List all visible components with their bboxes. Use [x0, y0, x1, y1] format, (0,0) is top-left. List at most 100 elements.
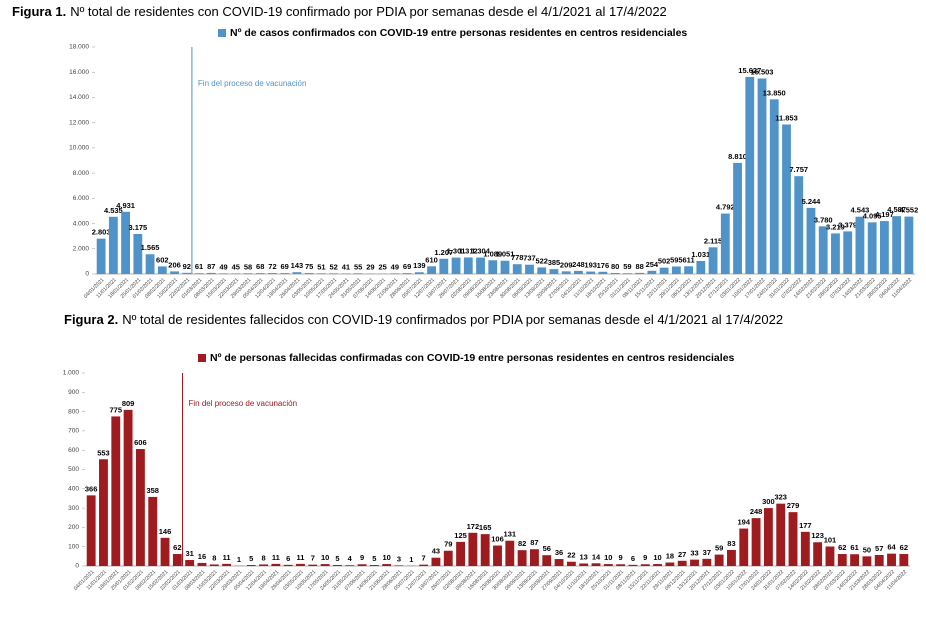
bar [255, 273, 265, 274]
bar [304, 273, 314, 274]
bar [194, 273, 204, 274]
data-label: 16 [198, 552, 206, 561]
bar [182, 272, 192, 274]
data-label: 131 [504, 530, 517, 539]
data-label: 5.244 [802, 197, 822, 206]
bar [505, 540, 515, 566]
bar [696, 260, 706, 274]
bar [382, 564, 392, 566]
bar [751, 518, 761, 566]
legend-label: Nº de personas fallecidas confirmadas co… [210, 352, 735, 364]
bar [622, 273, 632, 274]
data-label: 248 [572, 260, 585, 269]
bar [537, 267, 547, 274]
data-label: 9 [360, 553, 364, 562]
data-label: 6 [286, 554, 290, 563]
bar [887, 553, 896, 566]
bar [708, 247, 718, 274]
figure-caption: Figura 2. Nº total de residentes fallecid… [64, 312, 783, 327]
data-label: 146 [159, 527, 172, 536]
data-label: 11.853 [775, 114, 798, 123]
data-label: 68 [256, 262, 264, 271]
y-tick-label: 0 [75, 563, 79, 570]
bar [904, 216, 914, 274]
bar [782, 124, 791, 274]
bar [671, 266, 681, 274]
bar [616, 564, 626, 566]
data-label: 172 [467, 522, 480, 531]
bar [439, 258, 449, 274]
data-label: 385 [548, 258, 561, 267]
data-label: 27 [678, 550, 686, 559]
data-label: 1.565 [141, 243, 160, 252]
data-label: 62 [838, 543, 846, 552]
data-label: 206 [168, 260, 181, 269]
bar [206, 272, 216, 274]
bar [684, 266, 693, 274]
bar [341, 273, 351, 274]
figure-title: Nº total de residentes con COVID-19 conf… [70, 4, 667, 19]
bar [879, 221, 889, 274]
data-label: 165 [479, 523, 492, 532]
data-label: 80 [611, 262, 619, 271]
bar [530, 549, 539, 566]
bar [259, 564, 268, 566]
data-label: 123 [811, 531, 824, 540]
y-tick-label: 700 [68, 428, 79, 435]
bar [635, 272, 645, 274]
data-label: 50 [863, 545, 871, 554]
data-label: 69 [281, 262, 289, 271]
bar [831, 233, 840, 274]
bar [157, 266, 167, 274]
y-tick-label: 16.000 [69, 69, 89, 76]
data-label: 43 [432, 547, 440, 556]
data-label: 9 [643, 553, 647, 562]
data-label: 11 [297, 553, 305, 562]
bar [123, 409, 133, 566]
data-label: 13.850 [763, 88, 786, 97]
bar [727, 549, 736, 566]
data-label: 4.197 [875, 210, 894, 219]
bar [345, 565, 355, 566]
figure-caption: Figura 1. Nº total de residentes con COVI… [12, 4, 667, 19]
bar [209, 564, 219, 566]
data-label: 72 [268, 262, 276, 271]
data-label: 37 [703, 548, 711, 557]
data-label: 29 [366, 263, 374, 272]
bar [468, 532, 478, 566]
bar [246, 565, 256, 566]
data-label: 15.627 [738, 66, 761, 75]
data-label: 4.095 [863, 211, 882, 220]
data-label: 6 [631, 554, 635, 563]
bar [542, 555, 552, 566]
data-label: 11 [223, 553, 231, 562]
bar [463, 257, 473, 274]
y-tick-label: 8.000 [73, 170, 90, 177]
data-label: 611 [683, 255, 695, 264]
bar [628, 564, 638, 566]
data-label: 1.051 [496, 250, 515, 259]
data-label: 2.803 [92, 228, 111, 237]
data-label: 3 [397, 554, 401, 563]
data-label: 22 [567, 551, 575, 560]
y-tick-label: 100 [68, 543, 79, 550]
bar [456, 541, 465, 566]
data-label: 248 [750, 507, 763, 516]
y-tick-label: 500 [68, 466, 79, 473]
data-label: 9 [619, 553, 623, 562]
data-label: 2.115 [704, 236, 722, 245]
bar [702, 558, 712, 566]
bar [243, 273, 253, 274]
bar [554, 559, 564, 566]
bar [818, 226, 828, 274]
data-label: 4.792 [716, 203, 735, 212]
data-label: 279 [787, 501, 800, 510]
y-tick-label: 300 [68, 505, 79, 512]
data-label: 366 [85, 484, 98, 493]
data-label: 358 [146, 486, 159, 495]
data-label: 4.552 [899, 206, 918, 215]
bar [329, 273, 339, 274]
bar [480, 534, 490, 566]
bar [172, 554, 182, 566]
bar [185, 560, 195, 566]
